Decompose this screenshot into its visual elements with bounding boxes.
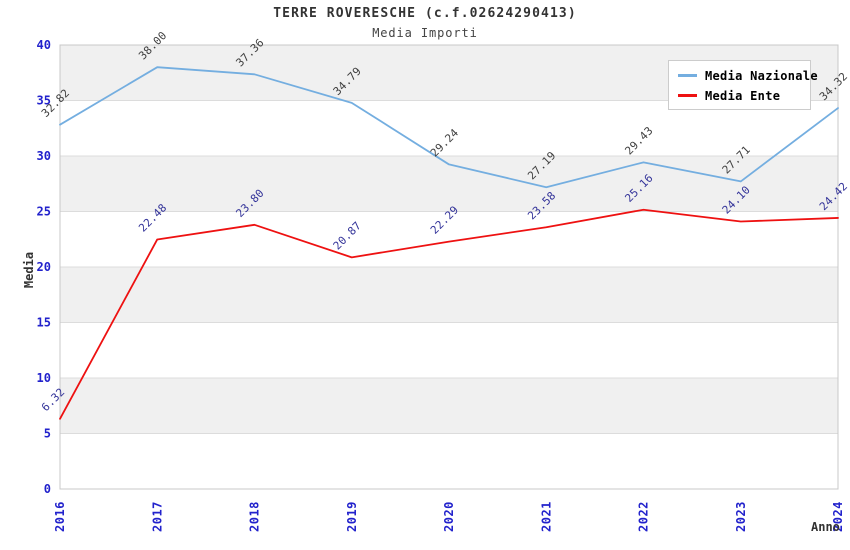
x-tick-label: 2017 [150, 501, 164, 532]
legend-item-media-nazionale: Media Nazionale [678, 68, 818, 83]
x-axis-label: Anno [811, 520, 840, 534]
plot-band [60, 433, 838, 489]
chart-title: TERRE ROVERESCHE (c.f.02624290413) [273, 6, 577, 21]
y-tick-label: 40 [37, 38, 51, 52]
plot-band [60, 378, 838, 434]
legend-item-media-ente: Media Ente [678, 88, 810, 103]
y-axis-label: Media [22, 251, 36, 289]
plot-band [60, 267, 838, 323]
x-tick-label: 2021 [539, 501, 553, 532]
legend: Media Nazionale Media Ente [668, 60, 818, 110]
legend-line-swatch-nazionale-icon [678, 74, 697, 77]
x-tick-label: 2022 [637, 501, 651, 532]
y-tick-label: 30 [37, 149, 51, 163]
y-tick-label: 20 [37, 260, 51, 274]
y-tick-label: 10 [37, 371, 51, 385]
x-tick-label: 2019 [345, 501, 359, 532]
y-tick-label: 0 [44, 482, 51, 496]
legend-line-swatch-ente-icon [678, 94, 697, 97]
plot-border [59, 44, 839, 490]
plot-band [60, 211, 838, 267]
x-tick-label: 2018 [248, 501, 262, 532]
x-tick-label: 2023 [734, 501, 748, 532]
y-tick-label: 25 [37, 205, 51, 219]
x-tick-label: 2020 [442, 501, 456, 532]
x-tick-label: 2024 [831, 501, 845, 532]
y-tick-label: 35 [37, 94, 51, 108]
chart-subtitle: Media Importi [372, 26, 478, 40]
series-line-media-nazionale [59, 66, 839, 189]
legend-label-media-nazionale: Media Nazionale [705, 68, 818, 83]
x-tick-label: 2016 [53, 501, 67, 532]
series-line-media-ente [59, 208, 839, 420]
legend-label-media-ente: Media Ente [705, 88, 781, 103]
y-tick-label: 5 [44, 427, 51, 441]
plot-band [60, 322, 838, 378]
y-tick-label: 15 [37, 316, 51, 330]
